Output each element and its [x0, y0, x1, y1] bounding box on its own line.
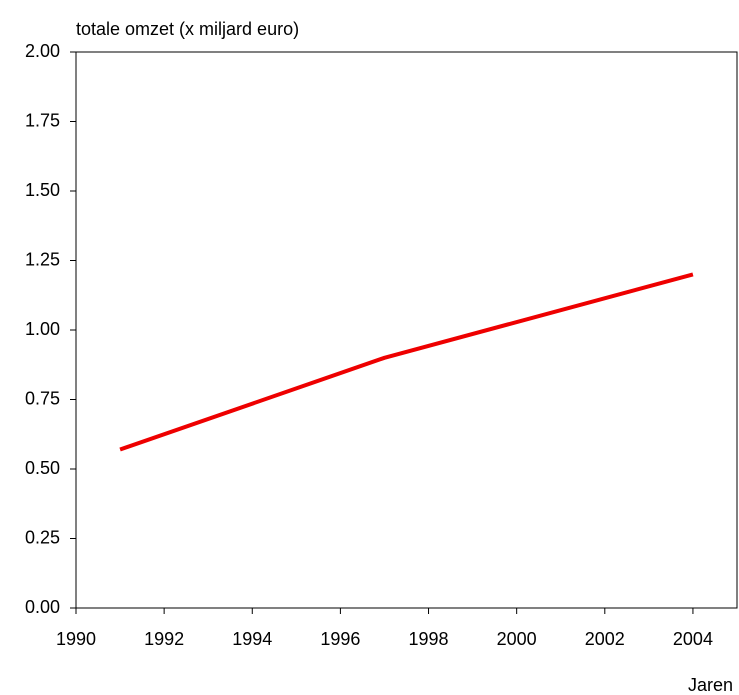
line-series — [119, 272, 694, 452]
x-tick-label: 1998 — [409, 629, 449, 649]
x-tick-label: 1996 — [320, 629, 360, 649]
y-tick-label: 1.00 — [25, 319, 60, 339]
y-tick-label: 1.75 — [25, 110, 60, 130]
x-tick-label: 2002 — [585, 629, 625, 649]
y-axis-label: totale omzet (x miljard euro) — [76, 19, 299, 39]
y-tick-label: 1.25 — [25, 249, 60, 269]
x-tick-label: 1994 — [232, 629, 272, 649]
y-tick-label: 2.00 — [25, 41, 60, 61]
plot-frame — [75, 51, 738, 609]
y-tick-label: 0.50 — [25, 458, 60, 478]
y-tick-label: 0.00 — [25, 597, 60, 617]
y-tick-label: 0.25 — [25, 527, 60, 547]
x-tick-label: 2000 — [497, 629, 537, 649]
y-tick-label: 1.50 — [25, 180, 60, 200]
y-tick-label: 0.75 — [25, 388, 60, 408]
x-axis-label: Jaren — [688, 675, 733, 695]
x-tick-label: 2004 — [673, 629, 713, 649]
x-tick-label: 1992 — [144, 629, 184, 649]
x-tick-label: 1990 — [56, 629, 96, 649]
